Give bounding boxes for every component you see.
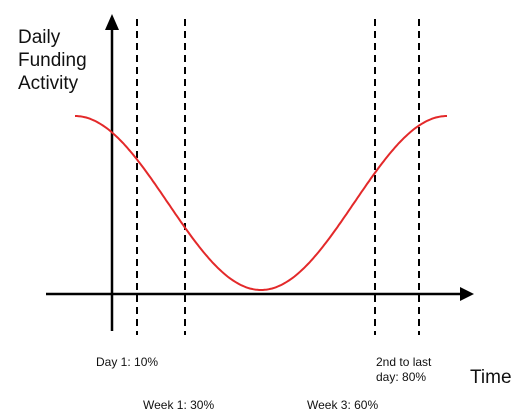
x-axis-label: Time xyxy=(470,367,512,388)
y-axis xyxy=(105,14,119,331)
x-axis-arrowhead xyxy=(460,287,474,301)
marker-label-line: Week 1: 30% xyxy=(143,398,215,412)
marker-label-line: 2nd to last xyxy=(376,355,432,369)
y-axis-label: Daily Funding Activity xyxy=(18,26,128,95)
marker-label-penultimate: 2nd to last day: 80% xyxy=(376,355,431,385)
marker-label-week3: Week 3: 60% xyxy=(307,398,378,413)
y-axis-label-line: Daily xyxy=(18,27,61,48)
marker-label-line: Day 1: 10% xyxy=(96,355,159,369)
marker-lines xyxy=(136,19,420,335)
marker-label-day1: Day 1: 10% xyxy=(96,355,158,370)
y-axis-label-line: Funding xyxy=(18,50,87,71)
marker-label-line: day: 80% xyxy=(376,370,427,384)
marker-label-week1: Week 1: 30% xyxy=(143,398,214,413)
funding-activity-curve xyxy=(75,115,447,291)
y-axis-arrowhead xyxy=(105,14,119,30)
x-axis xyxy=(46,287,474,301)
marker-label-line: Week 3: 60% xyxy=(307,398,379,412)
y-axis-label-line: Activity xyxy=(18,73,79,94)
